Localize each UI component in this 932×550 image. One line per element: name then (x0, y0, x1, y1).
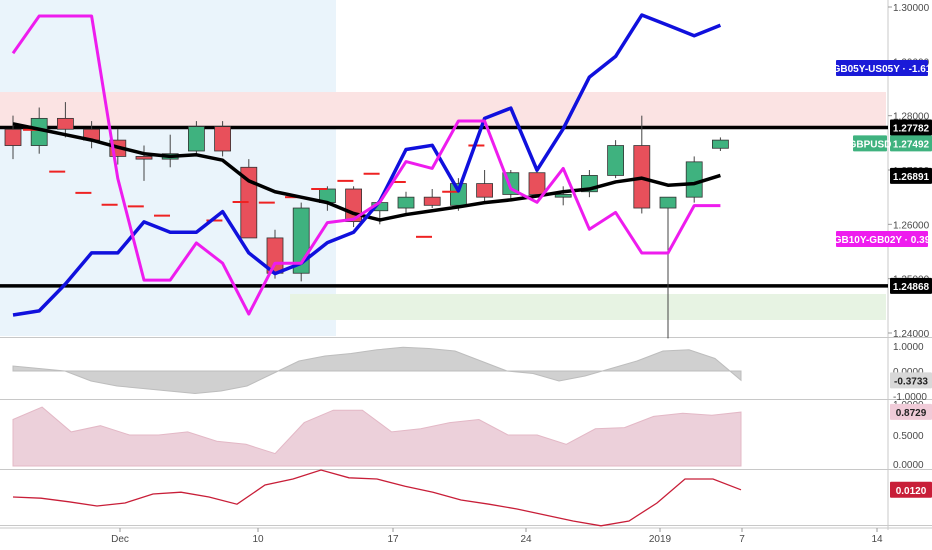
gb10y-gb02y-spread-line (11, 14, 721, 316)
candle-body (423, 196, 441, 206)
indicator-1-panel (12, 346, 742, 395)
candle-body (554, 194, 572, 198)
candle-body (135, 156, 153, 160)
time-tick-label: 14 (871, 534, 883, 545)
indicator-2-tick-label: 0.0000 (893, 460, 924, 471)
candle[interactable] (4, 115, 22, 160)
price-tick-label: 1.24000 (893, 329, 930, 340)
candle-body (214, 126, 232, 152)
sma-value-tag-text: 1.26891 (893, 172, 930, 183)
candle[interactable] (607, 140, 624, 179)
candle[interactable] (476, 170, 494, 203)
support-value-tag: 1.24868 (890, 277, 932, 294)
candle[interactable] (187, 121, 205, 154)
indicator-2-area (12, 406, 742, 467)
candle[interactable] (135, 145, 153, 181)
candle[interactable] (712, 137, 729, 151)
time-axis[interactable]: Dec 10 17 24 2019 7 14 (111, 528, 883, 545)
gb10y-gb02y-tag-bg (836, 231, 928, 247)
time-tick-label: 7 (739, 534, 745, 545)
gbpusd-name-tag: GBPUSD (849, 135, 892, 152)
resistance-value-tag-text: 1.27782 (893, 124, 930, 135)
axis-tags: 1.27782 1.27492 1.26891 1.24868 GB05Y-US05Y … (833, 60, 932, 498)
price-plot[interactable] (0, 13, 888, 339)
candle-body (397, 196, 415, 209)
time-tick-label: 17 (387, 534, 399, 545)
indicator-1-area (12, 346, 742, 395)
candle[interactable] (528, 167, 546, 195)
gb05y-us05y-tag-bg (836, 60, 928, 76)
resistance-zone (0, 92, 886, 128)
candle[interactable] (292, 202, 310, 282)
candle[interactable] (318, 186, 336, 211)
gbpusd-value-tag: 1.27492 (890, 135, 932, 152)
indicator-2-value-tag-bg (890, 403, 932, 420)
gb10y-gb02y-tag: GB10Y-GB02Y · 0.39 (834, 231, 931, 247)
candle[interactable] (240, 159, 258, 239)
gbpusd-name-tag-text: GBPUSD (849, 139, 892, 150)
indicator-3-line (12, 469, 742, 527)
time-tick-label: 2019 (649, 534, 672, 545)
gbpusd-value-tag-text: 1.27492 (893, 139, 930, 150)
candle[interactable] (214, 121, 232, 157)
gbpusd-name-tag-bg (853, 135, 887, 152)
gb05y-us05y-spread-line (12, 13, 722, 317)
candle[interactable] (581, 170, 598, 198)
indicator-3-value-tag: 0.0120 (890, 481, 932, 498)
support-value-tag-text: 1.24868 (893, 282, 930, 293)
gbpusd-value-tag-bg (890, 135, 932, 152)
grid-layer (0, 0, 932, 530)
indicator-1-tick-label: 1.0000 (893, 342, 924, 353)
indicator-3-value-tag-bg (890, 481, 932, 498)
indicator-2-value-tag-text: 0.8729 (896, 408, 927, 419)
gb10y-gb02y-tag-text: GB10Y-GB02Y · 0.39 (834, 235, 931, 246)
candle[interactable] (423, 189, 441, 209)
indicator-3-panel (12, 469, 742, 527)
candle-body (607, 145, 624, 176)
candle-body (528, 172, 546, 195)
gb05y-us05y-tag: GB05Y-US05Y · -1.61 (833, 60, 932, 76)
candle-body (659, 196, 677, 209)
price-tick-label: 1.28000 (893, 112, 930, 123)
candle[interactable] (57, 102, 74, 138)
time-tick-label: Dec (111, 534, 129, 545)
time-tick-label: 10 (252, 534, 264, 545)
sma-value-tag: 1.26891 (890, 167, 932, 184)
candle-body (476, 183, 494, 198)
indicator-1-value-tag-text: -0.3733 (894, 376, 928, 387)
price-tick-label: 1.30000 (893, 3, 930, 14)
price-tick-label: 1.26000 (893, 220, 930, 231)
candle-body (187, 126, 205, 152)
indicator-2-value-tag: 0.8729 (890, 403, 932, 420)
support-value-tag-bg (890, 277, 932, 294)
resistance-value-tag: 1.27782 (890, 119, 932, 136)
support-zone (290, 294, 886, 320)
candle-body (712, 139, 729, 149)
time-tick-label: 24 (520, 534, 532, 545)
indicator-2-panel (12, 406, 742, 467)
candle-body (57, 117, 74, 130)
indicator-1-value-tag-bg (890, 372, 932, 389)
candle-body (4, 128, 22, 146)
candle-body (685, 161, 703, 198)
sma-value-tag-bg (890, 167, 932, 184)
candle[interactable] (659, 196, 677, 339)
candle[interactable] (685, 156, 703, 203)
gb05y-us05y-tag-text: GB05Y-US05Y · -1.61 (833, 64, 932, 75)
indicator-1-value-tag: -0.3733 (890, 372, 932, 389)
indicator-1-tick-label: -1.0000 (893, 392, 927, 403)
candle[interactable] (633, 115, 651, 214)
resistance-value-tag-bg (890, 119, 932, 136)
candle[interactable] (397, 191, 415, 217)
indicator-2-tick-label: 0.5000 (893, 431, 924, 442)
indicator-3-value-tag-text: 0.0120 (896, 486, 927, 497)
candle[interactable] (554, 186, 572, 206)
